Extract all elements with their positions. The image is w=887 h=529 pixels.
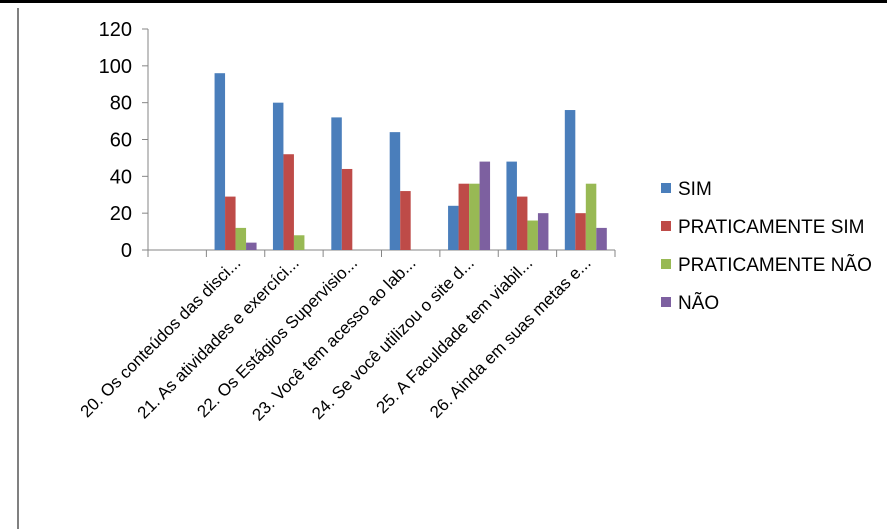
y-tick-label: 60 [110, 130, 132, 152]
bar-sim-2 [272, 102, 284, 251]
bar-sim-1 [214, 73, 226, 250]
bar-sim-5 [448, 205, 459, 250]
y-tick-label: 100 [99, 56, 132, 78]
legend-swatch-sim [661, 183, 671, 193]
bar-n-o-6 [537, 213, 549, 250]
bar-sim-3 [331, 117, 342, 251]
legend: SIM PRATICAMENTE SIM PRATICAMENTE NÃO NÃO [661, 179, 872, 314]
bar-praticamente-sim-2 [283, 154, 294, 250]
bar-praticamente-sim-7 [575, 213, 586, 250]
bar-praticamente-sim-4 [400, 191, 411, 250]
bar-praticamente-n-o-6 [527, 220, 538, 250]
bar-sim-4 [389, 132, 401, 250]
bar-praticamente-n-o-7 [585, 183, 597, 250]
bar-praticamente-n-o-2 [293, 235, 305, 250]
legend-label-praticamente-n-o: PRATICAMENTE NÃO [678, 254, 872, 276]
y-tick-label: 0 [121, 240, 132, 262]
y-tick-label: 40 [110, 166, 132, 188]
y-tick-label: 120 [99, 19, 132, 41]
legend-swatch-praticamente-sim [661, 221, 671, 231]
bar-praticamente-sim-5 [458, 183, 470, 250]
legend-label-sim: SIM [678, 179, 712, 200]
bar-praticamente-n-o-5 [469, 183, 480, 250]
y-tick-label: 80 [110, 93, 132, 115]
y-tick-label: 20 [110, 203, 132, 225]
bar-praticamente-sim-6 [516, 196, 528, 250]
bar-n-o-5 [479, 161, 491, 250]
bar-praticamente-sim-1 [225, 196, 236, 250]
bar-n-o-1 [246, 242, 257, 250]
legend-swatch-n-o [661, 297, 671, 307]
bar-praticamente-sim-3 [341, 168, 353, 250]
bar-praticamente-n-o-1 [235, 227, 247, 250]
bar-sim-6 [506, 161, 517, 250]
bar-sim-7 [564, 110, 576, 251]
bar-n-o-7 [596, 227, 607, 250]
legend-label-praticamente-sim: PRATICAMENTE SIM [678, 217, 865, 238]
legend-swatch-praticamente-n-o [661, 259, 671, 269]
legend-label-n-o: NÃO [678, 292, 719, 314]
